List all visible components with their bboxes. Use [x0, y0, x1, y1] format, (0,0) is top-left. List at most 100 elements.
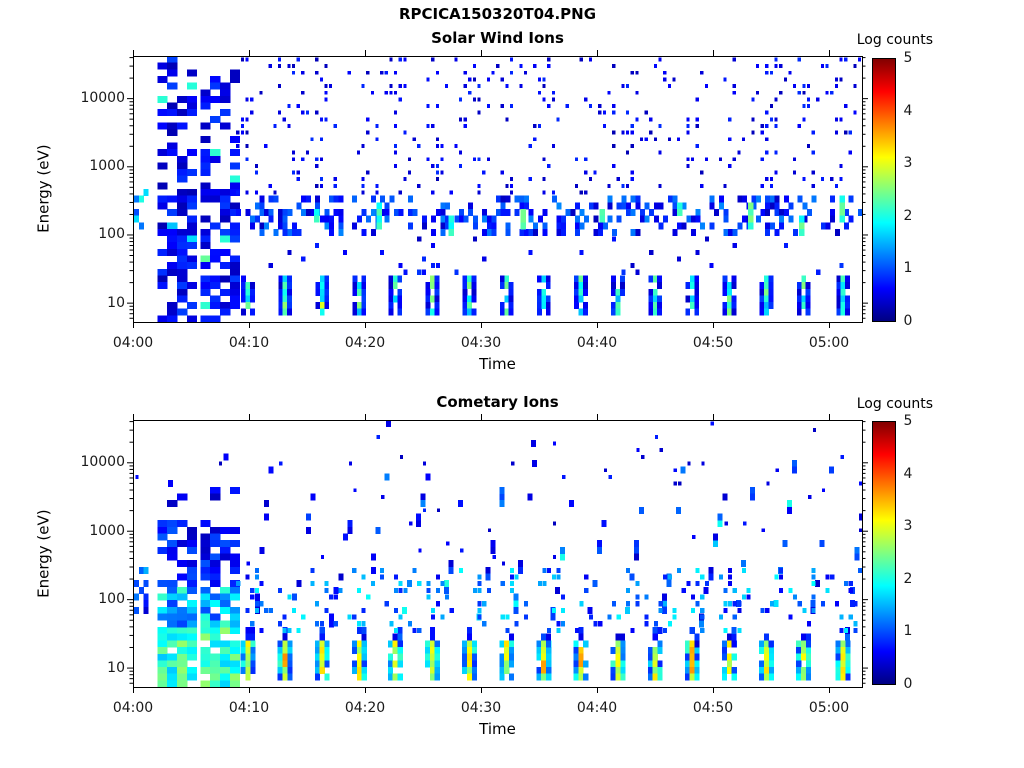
cell: [177, 606, 188, 614]
cell: [519, 228, 525, 236]
cell: [598, 222, 604, 230]
cell: [728, 567, 733, 573]
cell: [403, 177, 407, 182]
cell: [186, 667, 198, 674]
cell: [388, 288, 394, 296]
cell: [684, 653, 691, 661]
cell: [657, 626, 663, 634]
cell: [431, 263, 436, 269]
cell: [694, 667, 700, 674]
cell: [834, 84, 838, 88]
cell: [574, 295, 579, 303]
figure-title: RPCICA150320T04.PNG: [398, 5, 597, 23]
cell: [157, 546, 168, 554]
cell: [287, 302, 292, 310]
cell: [486, 587, 491, 593]
cell: [157, 606, 168, 614]
cell: [324, 275, 330, 283]
cell: [768, 653, 774, 661]
cell: [793, 170, 797, 175]
cell: [579, 601, 584, 607]
cell: [791, 466, 797, 474]
cell: [743, 521, 747, 526]
cell: [384, 202, 390, 210]
cell: [639, 209, 645, 216]
cell: [700, 183, 704, 188]
cell: [858, 57, 862, 62]
cell: [626, 601, 631, 607]
cell: [825, 587, 830, 593]
cell: [533, 228, 539, 236]
cell: [593, 215, 599, 223]
cell: [210, 553, 221, 561]
cell: [477, 614, 482, 620]
cell: [542, 84, 546, 88]
y-tick-label: 100: [98, 226, 125, 243]
cell: [403, 84, 407, 88]
cell: [718, 614, 723, 620]
cell: [409, 521, 413, 526]
cell: [722, 302, 728, 310]
cell: [459, 117, 463, 122]
cell: [604, 468, 608, 473]
cell: [699, 620, 705, 628]
cell: [723, 209, 729, 216]
cell: [644, 594, 649, 600]
cell: [454, 57, 458, 62]
cell: [769, 183, 773, 188]
cell: [658, 222, 664, 230]
cell: [361, 667, 367, 674]
cell: [659, 448, 663, 453]
cell: [375, 137, 379, 142]
cell: [250, 97, 254, 102]
cell: [277, 660, 283, 668]
cell: [718, 202, 724, 210]
cell: [394, 607, 399, 613]
cell: [361, 288, 367, 296]
cell: [351, 647, 358, 654]
cell: [425, 295, 431, 303]
cell: [700, 222, 706, 230]
cell: [845, 647, 851, 654]
cell: [592, 580, 598, 588]
cell: [853, 64, 857, 69]
cell: [387, 653, 394, 661]
cell: [324, 640, 330, 648]
cell: [210, 195, 221, 203]
cell: [347, 70, 351, 75]
cell: [425, 647, 431, 654]
cell: [472, 587, 477, 593]
cell: [167, 262, 178, 270]
cell: [731, 626, 737, 634]
cell: [704, 236, 709, 242]
cell: [412, 567, 417, 573]
cell: [607, 215, 613, 223]
cell: [186, 95, 198, 103]
cell: [644, 137, 648, 142]
cell: [673, 481, 677, 486]
cell: [793, 157, 797, 162]
cell: [366, 170, 370, 175]
cell: [692, 535, 696, 539]
cell: [315, 163, 319, 168]
cell: [177, 122, 188, 130]
cell: [278, 64, 282, 69]
cell: [686, 130, 690, 135]
cell: [653, 64, 657, 69]
cell: [551, 97, 555, 102]
cell: [436, 508, 441, 513]
cell: [723, 627, 728, 633]
cell: [329, 215, 334, 223]
cell: [245, 157, 249, 162]
cell: [417, 183, 421, 188]
cell: [200, 122, 211, 130]
cell: [361, 177, 365, 182]
cell: [830, 195, 836, 203]
cell: [220, 89, 231, 97]
cell: [240, 130, 245, 135]
cell: [510, 581, 515, 587]
cell: [482, 228, 488, 236]
cell: [700, 607, 705, 613]
cell: [177, 680, 188, 687]
cell: [763, 633, 770, 641]
